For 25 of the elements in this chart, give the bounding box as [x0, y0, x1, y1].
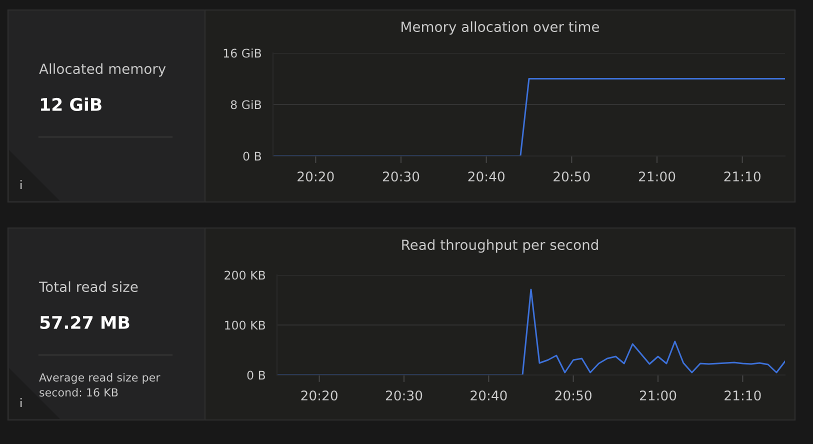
x-tick-label: 21:00 — [640, 390, 676, 400]
x-tick-label: 21:00 — [638, 172, 676, 182]
x-tick-label: 20:20 — [298, 172, 334, 182]
x-tick-label: 20:50 — [554, 172, 590, 182]
text: Allocated memory — [39, 63, 166, 77]
y-tick-label: 0 B — [243, 152, 262, 161]
y-tick-label: 0 B — [247, 370, 266, 380]
text: Total read size — [38, 281, 138, 292]
x-tick-label: 20:20 — [301, 390, 338, 400]
x-tick-label: 20:30 — [386, 390, 422, 400]
x-tick-label: 20:40 — [468, 172, 504, 182]
x-tick-label: 20:40 — [470, 390, 507, 400]
x-tick-label: 20:50 — [555, 390, 592, 400]
x-tick-label: 21:10 — [724, 172, 760, 182]
chart-title: Read throughput per second — [402, 239, 598, 253]
text: 57.27 MB — [40, 316, 130, 330]
x-tick-label: 20:30 — [382, 172, 420, 182]
y-tick-label: 16 GiB — [224, 48, 262, 58]
chart-title: Memory allocation over time — [402, 21, 600, 35]
x-tick-label: 21:10 — [724, 390, 761, 400]
y-tick-label: 100 KB — [225, 320, 266, 330]
text: 12 GiB — [40, 98, 102, 112]
y-tick-label: 8 GiB — [230, 100, 262, 110]
text: Average read size per second: 16 KB — [39, 373, 160, 397]
y-tick-label: 200 KB — [224, 270, 266, 280]
